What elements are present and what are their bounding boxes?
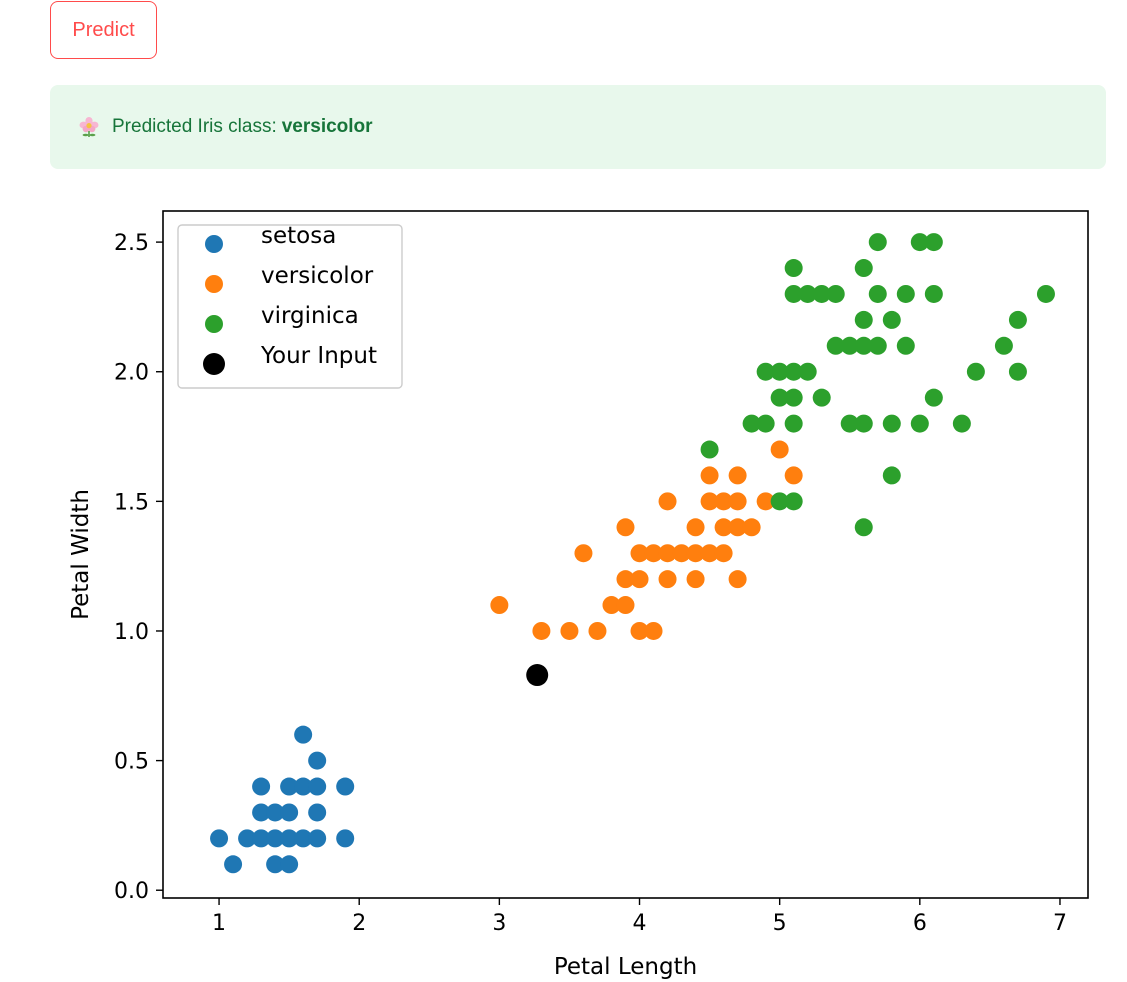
point-versicolor [785,466,803,484]
point-versicolor [687,570,705,588]
point-virginica [799,363,817,381]
point-virginica [897,337,915,355]
point-versicolor [701,466,719,484]
point-virginica [869,285,887,303]
prediction-alert: Predicted Iris class: versicolor [50,85,1106,169]
point-virginica [1009,311,1027,329]
point-versicolor [532,622,550,640]
point-versicolor [617,596,635,614]
point-virginica [855,415,873,433]
predict-button[interactable]: Predict [50,1,157,59]
point-virginica [785,415,803,433]
point-setosa [210,829,228,847]
point-virginica [869,337,887,355]
point-versicolor [715,544,733,562]
point-virginica [925,233,943,251]
point-setosa [336,778,354,796]
y-tick-label: 1.0 [114,620,149,645]
point-setosa [224,855,242,873]
legend-marker [205,235,223,253]
point-versicolor [771,441,789,459]
flower-icon [78,116,100,138]
x-axis: 1 2 3 4 5 6 7 [212,898,1067,936]
point-setosa [308,778,326,796]
point-versicolor [490,596,508,614]
point-versicolor [729,492,747,510]
legend-label: setosa [261,223,336,249]
x-axis-label: Petal Length [554,954,697,980]
point-virginica [925,285,943,303]
point-versicolor [574,544,592,562]
point-virginica [785,259,803,277]
point-setosa [308,752,326,770]
point-setosa [308,829,326,847]
point-versicolor [729,570,747,588]
y-tick-label: 2.5 [114,231,149,256]
alert-text: Predicted Iris class: [112,116,277,138]
point-setosa [336,829,354,847]
point-virginica [967,363,985,381]
point-virginica [813,389,831,407]
point-setosa [294,726,312,744]
point-versicolor [588,622,606,640]
point-versicolor [617,518,635,536]
y-tick-label: 0.0 [114,879,149,904]
x-tick-label: 5 [773,911,787,936]
point-versicolor [560,622,578,640]
point-setosa [252,778,270,796]
point-virginica [953,415,971,433]
point-virginica [855,518,873,536]
point-virginica [1037,285,1055,303]
x-tick-label: 4 [633,911,647,936]
point-virginica [855,259,873,277]
legend-label: versicolor [261,263,374,289]
point-setosa [280,855,298,873]
legend-marker [205,275,223,293]
point-virginica [785,389,803,407]
legend-marker [203,353,225,375]
point-virginica [897,285,915,303]
y-axis-label: Petal Width [68,489,94,620]
legend: setosa versicolor virginica Your Input [178,223,402,388]
point-virginica [883,415,901,433]
point-versicolor [743,518,761,536]
point-virginica [869,233,887,251]
x-tick-label: 1 [212,911,226,936]
predicted-class-value: versicolor [282,116,373,138]
x-tick-label: 3 [492,911,506,936]
x-tick-label: 7 [1053,911,1067,936]
x-tick-label: 2 [352,911,366,936]
point-virginica [995,337,1013,355]
point-virginica [785,492,803,510]
y-axis: 0.0 0.5 1.0 1.5 2.0 2.5 [114,231,163,904]
point-virginica [883,311,901,329]
point-versicolor [631,570,649,588]
point-virginica [1009,363,1027,381]
point-virginica [925,389,943,407]
point-setosa [280,803,298,821]
point-virginica [757,415,775,433]
point-virginica [911,415,929,433]
y-tick-label: 1.5 [114,490,149,515]
legend-label: virginica [261,303,359,329]
point-virginica [883,466,901,484]
legend-label: Your Input [260,343,377,369]
point-versicolor [687,518,705,536]
y-tick-label: 0.5 [114,750,149,775]
point-virginica [827,285,845,303]
y-tick-label: 2.0 [114,361,149,386]
point-versicolor [659,492,677,510]
point-your-input [526,664,548,686]
point-setosa [308,803,326,821]
legend-marker [205,315,223,333]
x-tick-label: 6 [913,911,927,936]
point-virginica [701,441,719,459]
point-versicolor [729,466,747,484]
point-versicolor [659,570,677,588]
point-versicolor [645,622,663,640]
point-virginica [855,311,873,329]
